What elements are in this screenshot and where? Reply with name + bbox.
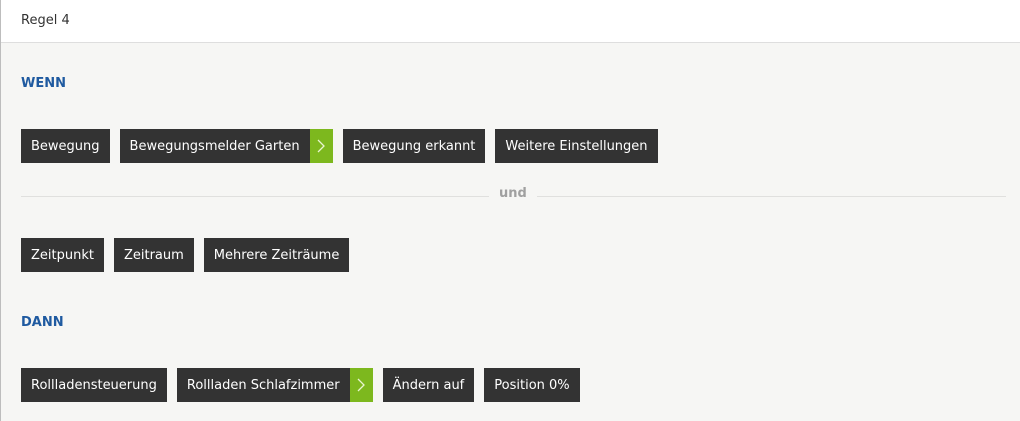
rule-title: Regel 4	[21, 13, 70, 28]
chip-label: Zeitpunkt	[31, 247, 94, 263]
chip-label: Bewegung	[31, 138, 100, 154]
chip-label: Zeitraum	[123, 247, 184, 263]
time-range-button[interactable]: Zeitraum	[113, 238, 194, 272]
chevron-right-icon[interactable]	[349, 368, 373, 402]
action-change-button[interactable]: Ändern auf	[382, 368, 475, 402]
chip-label: Bewegungsmelder Garten	[129, 138, 300, 154]
time-row: Zeitpunkt Zeitraum Mehrere Zeiträume	[21, 238, 350, 272]
chip-label: Position 0%	[494, 377, 570, 393]
chip-label: Weitere Einstellungen	[505, 138, 648, 154]
action-device-button[interactable]: Rollladen Schlafzimmer	[176, 368, 373, 402]
action-position-button[interactable]: Position 0%	[484, 368, 580, 402]
trigger-device-button[interactable]: Bewegungsmelder Garten	[119, 129, 333, 163]
when-row: Bewegung Bewegungsmelder Garten Bewegung…	[21, 129, 658, 163]
chip-label: Rollladensteuerung	[31, 377, 157, 393]
chip-label: Mehrere Zeiträume	[213, 247, 340, 263]
when-title: WENN	[21, 76, 66, 91]
trigger-event-button[interactable]: Bewegung erkannt	[342, 129, 486, 163]
time-point-button[interactable]: Zeitpunkt	[21, 238, 104, 272]
chip-label: Bewegung erkannt	[352, 138, 476, 154]
chip-label: Ändern auf	[392, 377, 465, 393]
trigger-type-button[interactable]: Bewegung	[21, 129, 110, 163]
rule-header: Regel 4	[1, 0, 1020, 43]
action-type-button[interactable]: Rollladensteuerung	[21, 368, 167, 402]
more-settings-button[interactable]: Weitere Einstellungen	[495, 129, 658, 163]
connector-label: und	[489, 186, 537, 201]
chevron-right-icon[interactable]	[309, 129, 333, 163]
chip-label: Rollladen Schlafzimmer	[186, 377, 340, 393]
multiple-time-ranges-button[interactable]: Mehrere Zeiträume	[203, 238, 350, 272]
then-row: Rollladensteuerung Rollladen Schlafzimme…	[21, 368, 580, 402]
then-title: DANN	[21, 315, 64, 330]
